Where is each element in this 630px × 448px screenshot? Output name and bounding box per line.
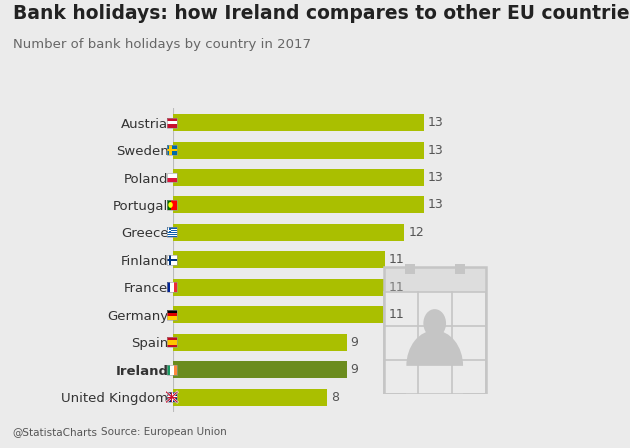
Bar: [166, 310, 177, 320]
Bar: [169, 255, 171, 265]
Bar: [166, 236, 177, 237]
Bar: [171, 392, 173, 402]
Bar: [166, 233, 177, 234]
Bar: [166, 255, 177, 265]
Text: Number of bank holidays by country in 2017: Number of bank holidays by country in 20…: [13, 38, 311, 51]
Circle shape: [423, 309, 446, 337]
Bar: [166, 177, 177, 182]
Bar: [168, 228, 169, 232]
Bar: [166, 145, 177, 155]
Text: @StatistaCharts: @StatistaCharts: [13, 427, 98, 437]
Bar: [173, 224, 404, 241]
Bar: [166, 124, 177, 128]
Bar: [173, 334, 346, 351]
Bar: [166, 232, 177, 233]
Bar: [166, 313, 177, 316]
Bar: [166, 282, 170, 292]
Bar: [166, 118, 177, 128]
Bar: [166, 172, 177, 182]
Bar: [166, 228, 171, 232]
Bar: [166, 235, 177, 236]
Text: 11: 11: [389, 281, 405, 294]
Bar: [166, 392, 177, 402]
Bar: [173, 142, 424, 159]
Bar: [166, 392, 177, 402]
Bar: [173, 114, 424, 131]
Bar: [166, 259, 177, 261]
Bar: [166, 200, 177, 210]
Bar: [173, 169, 424, 186]
Bar: [384, 267, 486, 292]
Bar: [166, 231, 177, 232]
Bar: [166, 255, 177, 265]
Bar: [404, 252, 415, 274]
Bar: [166, 118, 177, 121]
Bar: [166, 228, 177, 230]
Bar: [170, 282, 174, 292]
Bar: [166, 121, 177, 124]
Bar: [166, 282, 177, 292]
Bar: [406, 366, 463, 394]
Text: 13: 13: [428, 143, 444, 156]
Text: Source: European Union: Source: European Union: [101, 427, 227, 437]
Bar: [166, 396, 177, 398]
Bar: [166, 337, 177, 347]
Bar: [173, 306, 385, 323]
Text: 13: 13: [428, 116, 444, 129]
Bar: [166, 316, 177, 320]
Bar: [166, 172, 177, 177]
Text: 12: 12: [408, 226, 424, 239]
Bar: [166, 230, 177, 231]
Bar: [166, 234, 177, 235]
Bar: [166, 365, 177, 375]
Bar: [171, 392, 173, 402]
Text: Bank holidays: how Ireland compares to other EU countries: Bank holidays: how Ireland compares to o…: [13, 4, 630, 23]
Text: 9: 9: [350, 336, 358, 349]
Bar: [455, 252, 465, 264]
Bar: [404, 252, 415, 264]
Bar: [166, 149, 177, 151]
Text: 8: 8: [331, 391, 340, 404]
Bar: [166, 200, 171, 210]
Bar: [166, 230, 171, 231]
Bar: [174, 282, 177, 292]
Text: 11: 11: [389, 308, 405, 321]
Text: 13: 13: [428, 171, 444, 184]
Bar: [166, 337, 177, 347]
Wedge shape: [406, 331, 463, 366]
Bar: [166, 200, 177, 210]
Bar: [173, 361, 346, 378]
Bar: [174, 365, 177, 375]
Bar: [166, 310, 177, 313]
Bar: [455, 252, 465, 274]
Bar: [173, 251, 385, 268]
Bar: [166, 228, 177, 237]
Bar: [384, 267, 486, 394]
Bar: [173, 279, 385, 296]
Text: 13: 13: [428, 198, 444, 211]
Circle shape: [169, 203, 172, 207]
Bar: [166, 396, 177, 398]
Bar: [166, 365, 170, 375]
Bar: [173, 196, 424, 213]
Text: 9: 9: [350, 363, 358, 376]
Bar: [166, 145, 177, 155]
Bar: [170, 365, 174, 375]
Bar: [169, 145, 171, 155]
Text: 11: 11: [389, 253, 405, 267]
Bar: [173, 388, 328, 405]
Bar: [166, 340, 177, 345]
